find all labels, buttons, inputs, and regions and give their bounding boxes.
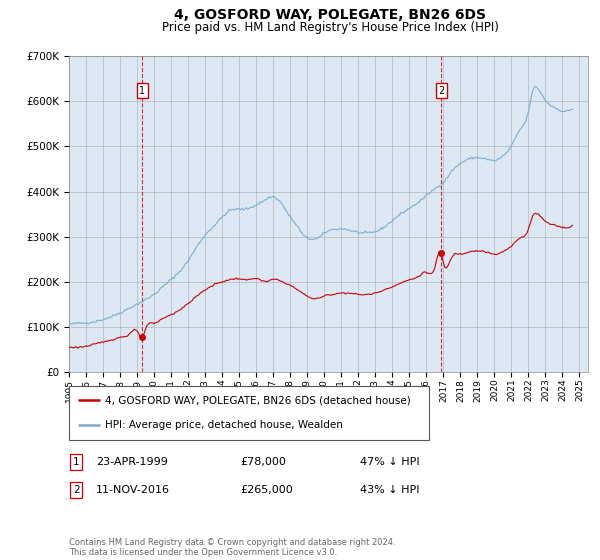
Text: Price paid vs. HM Land Registry's House Price Index (HPI): Price paid vs. HM Land Registry's House … bbox=[161, 21, 499, 34]
Text: 2: 2 bbox=[73, 485, 80, 495]
Text: 4, GOSFORD WAY, POLEGATE, BN26 6DS (detached house): 4, GOSFORD WAY, POLEGATE, BN26 6DS (deta… bbox=[105, 395, 411, 405]
FancyBboxPatch shape bbox=[69, 386, 429, 440]
Text: 2: 2 bbox=[438, 86, 444, 96]
Text: £265,000: £265,000 bbox=[240, 485, 293, 495]
Text: HPI: Average price, detached house, Wealden: HPI: Average price, detached house, Weal… bbox=[105, 419, 343, 430]
Text: Contains HM Land Registry data © Crown copyright and database right 2024.
This d: Contains HM Land Registry data © Crown c… bbox=[69, 538, 395, 557]
Text: 43% ↓ HPI: 43% ↓ HPI bbox=[360, 485, 419, 495]
Text: 23-APR-1999: 23-APR-1999 bbox=[96, 457, 168, 467]
Text: 47% ↓ HPI: 47% ↓ HPI bbox=[360, 457, 419, 467]
Text: 11-NOV-2016: 11-NOV-2016 bbox=[96, 485, 170, 495]
Text: 1: 1 bbox=[73, 457, 80, 467]
Text: 1: 1 bbox=[139, 86, 145, 96]
Text: £78,000: £78,000 bbox=[240, 457, 286, 467]
Text: 4, GOSFORD WAY, POLEGATE, BN26 6DS: 4, GOSFORD WAY, POLEGATE, BN26 6DS bbox=[174, 8, 486, 22]
